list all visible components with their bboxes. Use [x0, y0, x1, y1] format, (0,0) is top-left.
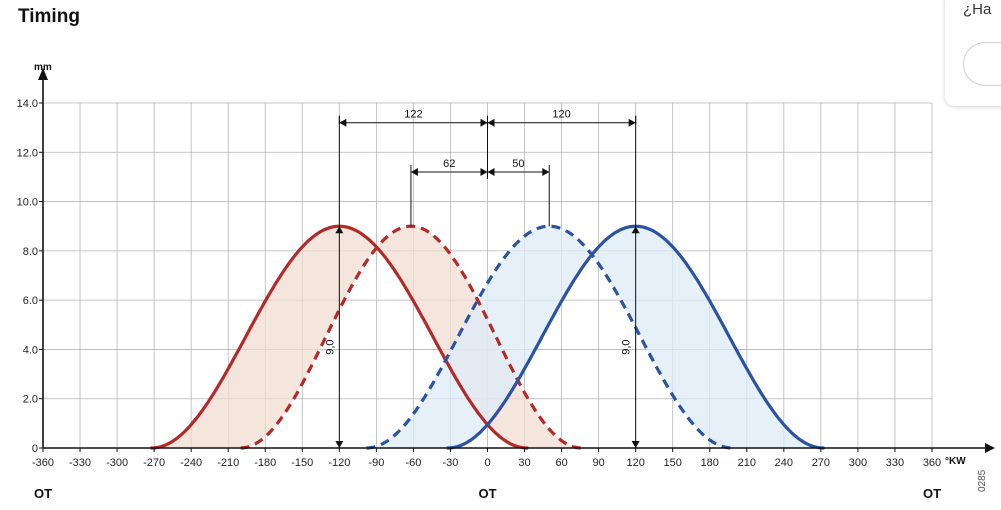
- dimension-arrow: [480, 118, 488, 127]
- x-tick-label: -360: [32, 457, 54, 469]
- y-axis-label: mm: [34, 62, 52, 73]
- x-tick-label: 30: [518, 457, 530, 469]
- dimension-label: 50: [512, 158, 524, 170]
- ot-label: OT: [478, 486, 496, 501]
- x-tick-label: 330: [886, 457, 904, 469]
- x-tick-label: 150: [664, 457, 682, 469]
- x-tick-label: 90: [593, 457, 605, 469]
- dimension-arrow: [410, 168, 418, 176]
- side-panel-input[interactable]: [963, 42, 1001, 86]
- x-axis-label: °KW: [945, 456, 966, 467]
- x-tick-label: 0: [484, 457, 490, 469]
- lift-label: 9,0: [324, 339, 336, 354]
- dimension-label: 122: [404, 109, 422, 121]
- x-tick-label: 240: [775, 457, 793, 469]
- x-tick-label: -150: [291, 457, 313, 469]
- x-tick-label: 60: [555, 457, 567, 469]
- x-tick-label: -330: [69, 457, 91, 469]
- x-tick-label: -120: [328, 457, 350, 469]
- ot-label: OT: [923, 486, 941, 501]
- dimension-label: 120: [552, 109, 570, 121]
- x-tick-label: 300: [849, 457, 867, 469]
- lift-arrow: [631, 441, 640, 448]
- chart-axes: [38, 68, 995, 453]
- x-tick-label: 180: [701, 457, 719, 469]
- x-tick-label: -180: [254, 457, 276, 469]
- x-tick-label: -300: [106, 457, 128, 469]
- dimension-arrow: [487, 168, 495, 176]
- x-tick-label: -60: [405, 457, 421, 469]
- y-tick-label: 10.0: [17, 197, 38, 209]
- lift-arrow: [335, 226, 344, 234]
- dimension-arrow: [339, 118, 347, 127]
- side-panel-text: ¿Ha: [963, 1, 992, 18]
- figure-code: 0285: [977, 469, 988, 492]
- chart-fills: [151, 226, 824, 448]
- x-tick-label: -210: [217, 457, 239, 469]
- x-tick-label: 210: [738, 457, 756, 469]
- y-tick-label: 4.0: [23, 344, 38, 356]
- dimension-arrow: [542, 168, 550, 176]
- side-panel-card[interactable]: ¿Ha: [945, 0, 1001, 106]
- lift-arrow: [631, 226, 640, 234]
- x-tick-label: -90: [368, 457, 384, 469]
- ot-label: OT: [34, 486, 52, 501]
- dimension-arrow: [487, 118, 495, 127]
- fill-blue-dashed-blue-solid: [366, 226, 824, 448]
- x-tick-label: -270: [143, 457, 165, 469]
- dimension-arrow: [480, 168, 488, 176]
- dimension-label: 62: [443, 158, 455, 170]
- y-tick-label: 2.0: [23, 394, 38, 406]
- x-axis-arrow: [985, 443, 995, 453]
- x-tick-label: -240: [180, 457, 202, 469]
- page-title: Timing: [18, 6, 80, 27]
- x-tick-label: -30: [443, 457, 459, 469]
- dimension-arrow: [628, 118, 636, 127]
- chart-tick-labels: -360 -330 -300 -270 -240 -210 -180 -150 -120 -90-…: [17, 62, 967, 501]
- lift-label: 9,0: [621, 339, 633, 354]
- y-tick-label: 0: [32, 443, 38, 455]
- y-tick-label: 6.0: [23, 295, 38, 307]
- y-tick-label: 12.0: [17, 147, 38, 159]
- chart-annotations: 122 120 62 50 9,0 9,0 0285: [324, 109, 988, 492]
- y-axis-arrow: [38, 68, 48, 80]
- x-tick-label: 120: [626, 457, 644, 469]
- y-tick-label: 14.0: [17, 98, 38, 110]
- lift-arrow: [335, 441, 344, 448]
- x-tick-label: 270: [812, 457, 830, 469]
- x-tick-label: 360: [923, 457, 941, 469]
- y-tick-label: 8.0: [23, 246, 38, 258]
